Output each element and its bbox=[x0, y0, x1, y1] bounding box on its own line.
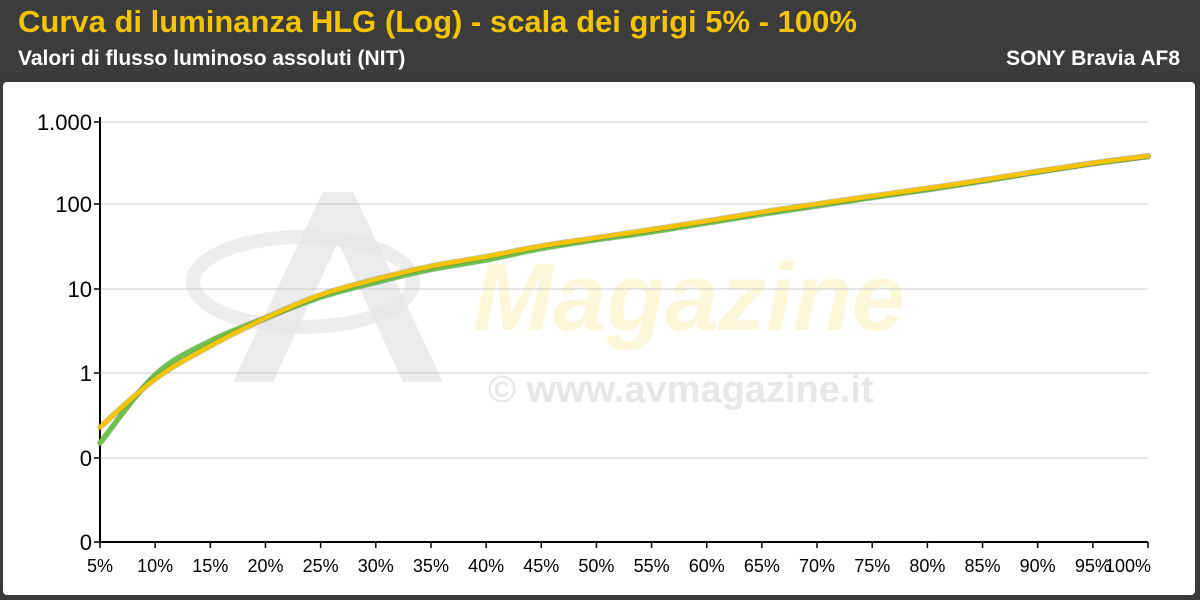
watermark-logo-a bbox=[233, 192, 443, 382]
series-line-yellow bbox=[97, 153, 1151, 430]
x-tick-label: 45% bbox=[523, 556, 559, 576]
x-tick-label: 95% bbox=[1075, 556, 1111, 576]
chart-subtitle: Valori di flusso luminoso assoluti (NIT) bbox=[18, 47, 406, 70]
chart-panel: Magazine © www.avmagazine.it 0 0 1 10 100 1.0… bbox=[3, 82, 1195, 595]
y-tick-label: 100 bbox=[55, 192, 92, 217]
x-tick-label: 90% bbox=[1020, 556, 1056, 576]
x-tick-label: 35% bbox=[413, 556, 449, 576]
chart-series bbox=[97, 153, 1151, 446]
y-tick-label: 0 bbox=[80, 446, 92, 471]
x-tick-label: 55% bbox=[634, 556, 670, 576]
x-tick-label: 85% bbox=[965, 556, 1001, 576]
y-tick-label: 1.000 bbox=[37, 110, 92, 135]
x-tick-label: 25% bbox=[303, 556, 339, 576]
x-tick-label: 65% bbox=[744, 556, 780, 576]
x-tick-label: 70% bbox=[799, 556, 835, 576]
x-tick-label: 75% bbox=[854, 556, 890, 576]
x-tick-label: 15% bbox=[192, 556, 228, 576]
x-tick-label: 60% bbox=[689, 556, 725, 576]
x-tick-label: 20% bbox=[247, 556, 283, 576]
x-tick-label: 5% bbox=[87, 556, 113, 576]
x-tick-label: 50% bbox=[578, 556, 614, 576]
device-label: SONY Bravia AF8 bbox=[1006, 47, 1180, 70]
y-tick-label: 10 bbox=[68, 277, 92, 302]
watermark-brand: Magazine bbox=[473, 244, 905, 351]
chart-title: Curva di luminanza HLG (Log) - scala dei… bbox=[18, 4, 857, 39]
watermark: Magazine © www.avmagazine.it bbox=[186, 192, 905, 411]
grid-lines bbox=[100, 121, 1148, 459]
x-tick-label: 40% bbox=[468, 556, 504, 576]
x-tick-label: 10% bbox=[137, 556, 173, 576]
x-axis-ticks: 5% 10% 15% 20% 25% 30% 35% 40% 45% 50% 55% 60% 65% 70… bbox=[87, 542, 1151, 576]
x-tick-label: 80% bbox=[909, 556, 945, 576]
watermark-url: © www.avmagazine.it bbox=[488, 369, 874, 411]
y-tick-label: 0 bbox=[80, 530, 92, 555]
luminance-chart: Magazine © www.avmagazine.it 0 0 1 10 100 1.0… bbox=[37, 110, 1151, 576]
y-tick-label: 1 bbox=[80, 361, 92, 386]
x-tick-label: 100% bbox=[1105, 556, 1151, 576]
y-axis-ticks: 0 0 1 10 100 1.000 bbox=[37, 110, 100, 555]
x-tick-label: 30% bbox=[358, 556, 394, 576]
watermark-logo-swoosh bbox=[186, 230, 420, 334]
chart-header: Curva di luminanza HLG (Log) - scala dei… bbox=[0, 0, 1200, 76]
